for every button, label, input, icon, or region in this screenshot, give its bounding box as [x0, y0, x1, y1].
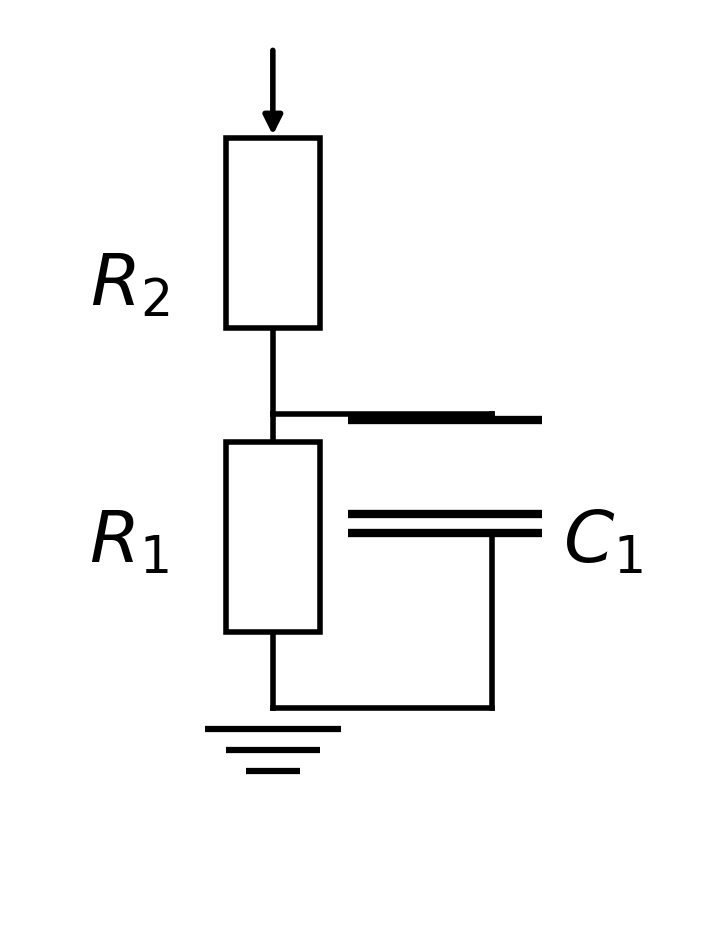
- Text: $C_1$: $C_1$: [563, 507, 643, 577]
- Bar: [226, 138, 320, 328]
- Text: $R_2$: $R_2$: [90, 250, 169, 320]
- Bar: [226, 442, 320, 632]
- Text: $R_1$: $R_1$: [89, 507, 169, 577]
